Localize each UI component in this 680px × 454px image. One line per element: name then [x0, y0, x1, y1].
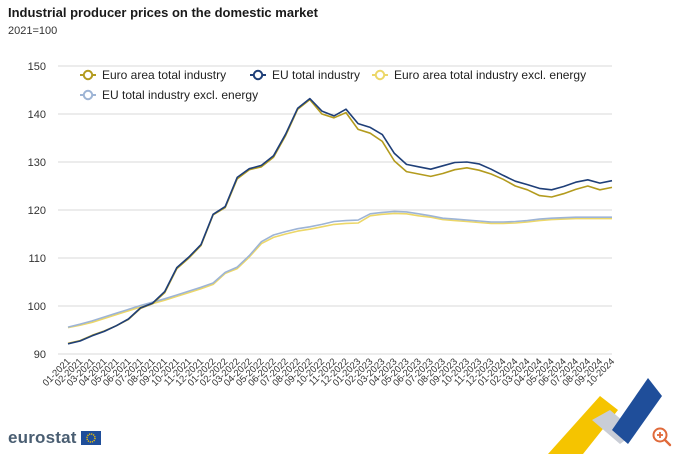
chart-subtitle: 2021=100: [8, 25, 58, 37]
series-lines: [67, 97, 613, 345]
series-line-3[interactable]: [67, 210, 612, 328]
chart-title: Industrial producer prices on the domest…: [8, 5, 318, 20]
legend-item-0[interactable]: Euro area total industry: [80, 68, 226, 82]
y-tick-label: 150: [28, 61, 46, 73]
legend-item-1[interactable]: EU total industry: [250, 68, 360, 82]
legend-item-2[interactable]: Euro area total industry excl. energy: [372, 68, 586, 82]
legend: Euro area total industry EU total industr…: [80, 68, 586, 102]
y-tick-label: 110: [28, 253, 46, 265]
legend-label: EU total industry: [272, 68, 360, 82]
legend-marker: [82, 89, 94, 101]
zoom-in-icon[interactable]: [650, 426, 674, 448]
legend-item-3[interactable]: EU total industry excl. energy: [80, 88, 258, 102]
series-line-2[interactable]: [67, 212, 612, 329]
y-tick-label: 130: [28, 157, 46, 169]
y-axis-ticks: 90 100 110 120 130 140 150: [28, 61, 46, 361]
y-tick-label: 140: [28, 109, 46, 121]
legend-marker: [82, 69, 94, 81]
brand-name: eurostat: [8, 428, 77, 447]
legend-marker: [252, 69, 264, 81]
x-axis-ticks: 01-202102-202103-202104-202105-202106-20…: [41, 356, 617, 388]
legend-label: Euro area total industry: [102, 68, 226, 82]
y-tick-label: 120: [28, 205, 46, 217]
y-tick-label: 100: [28, 301, 46, 313]
eu-flag-icon: [80, 431, 101, 445]
series-line-1[interactable]: [67, 97, 613, 345]
eurostat-logo: eurostat: [8, 428, 101, 448]
legend-label: EU total industry excl. energy: [102, 88, 258, 102]
y-tick-label: 90: [34, 349, 46, 361]
grid-lines: [58, 65, 612, 355]
legend-marker: [374, 69, 386, 81]
eurostat-chevron-graphic: [548, 378, 662, 454]
legend-label: Euro area total industry excl. energy: [394, 68, 586, 82]
